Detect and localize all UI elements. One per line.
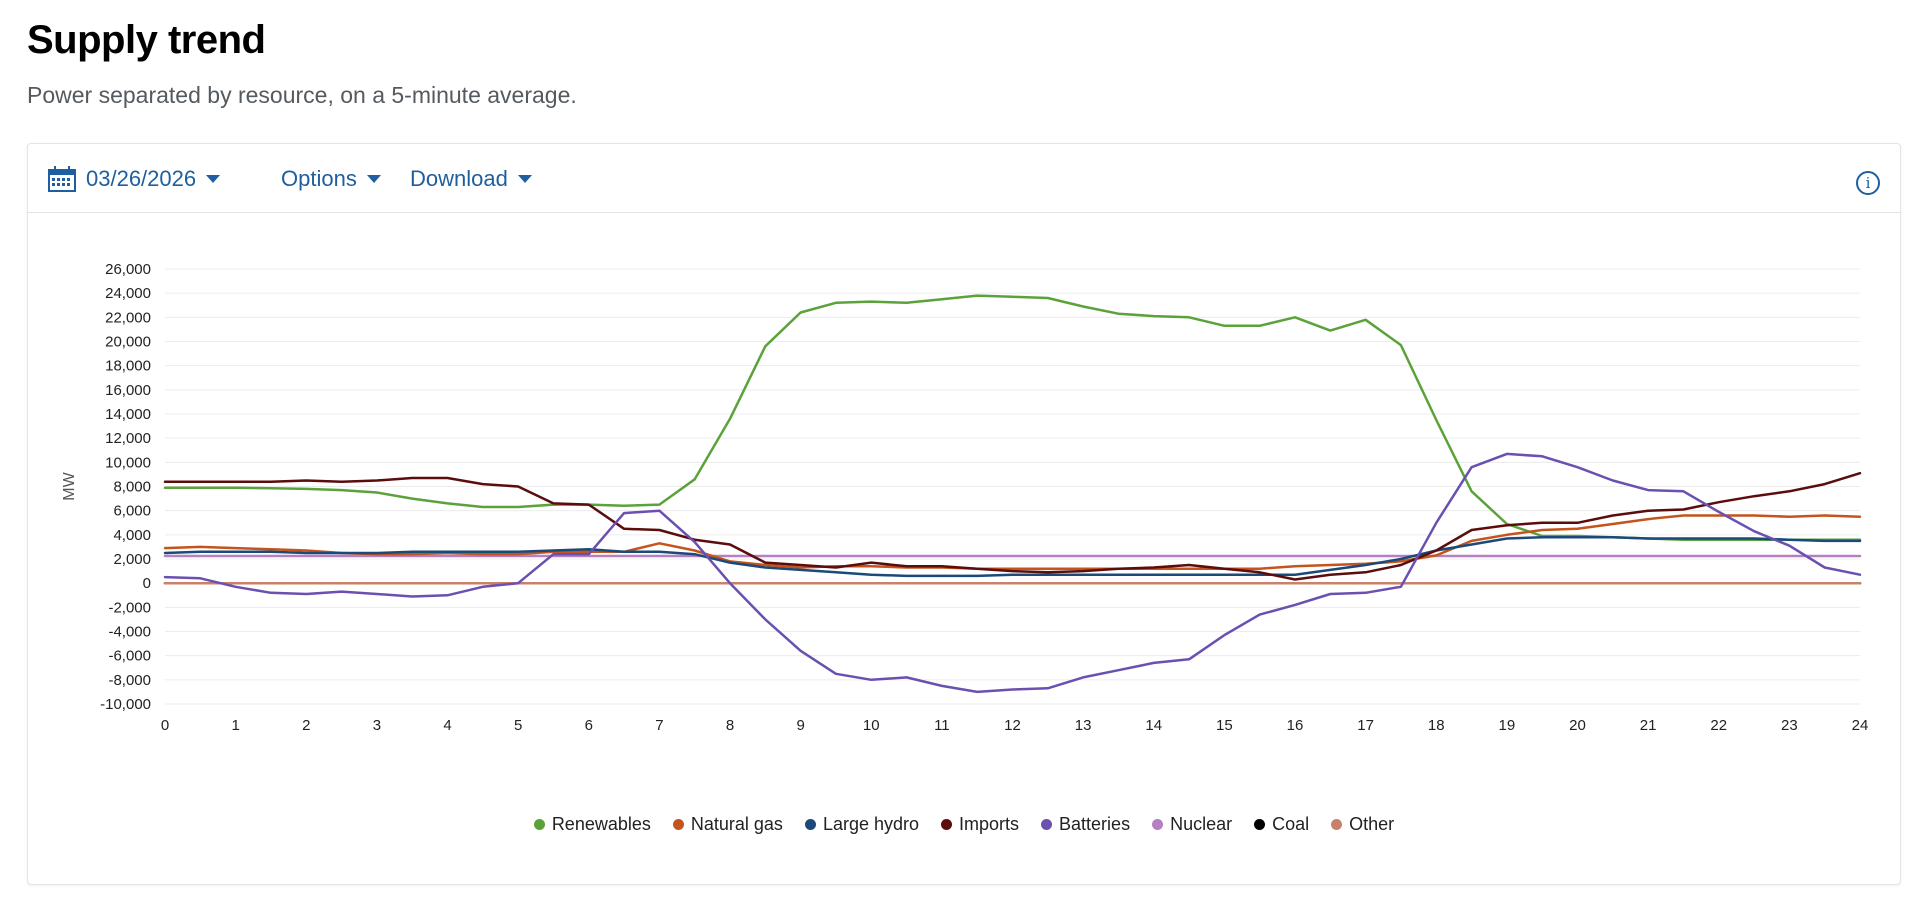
- chevron-down-icon: [366, 175, 381, 183]
- legend-item-imports[interactable]: Imports: [941, 814, 1019, 835]
- x-tick-label: 15: [1216, 717, 1233, 734]
- chevron-down-icon: [206, 175, 221, 183]
- x-tick-label: 10: [863, 717, 880, 734]
- series-line-renewables: [163, 294, 1862, 541]
- y-tick-label: 6,000: [113, 503, 151, 520]
- x-tick-label: 12: [1004, 717, 1021, 734]
- options-label: Options: [281, 166, 357, 191]
- legend-label: Natural gas: [690, 814, 783, 834]
- y-tick-label: 16,000: [105, 382, 151, 399]
- x-tick-label: 18: [1428, 717, 1445, 734]
- y-tick-label: -4,000: [108, 624, 151, 641]
- legend-label: Imports: [959, 814, 1020, 834]
- legend-item-other[interactable]: Other: [1331, 814, 1394, 835]
- y-axis-label: MW: [61, 471, 78, 500]
- x-tick-label: 16: [1287, 717, 1304, 734]
- legend-item-nuclear[interactable]: Nuclear: [1152, 814, 1232, 835]
- y-tick-label: 26,000: [105, 261, 151, 278]
- legend-marker: [533, 819, 545, 830]
- legend-marker: [1041, 819, 1053, 830]
- date-value: 03/26/2026: [86, 166, 197, 191]
- x-tick-label: 3: [373, 717, 381, 734]
- legend-label: Renewables: [551, 814, 651, 834]
- legend-item-large-hydro[interactable]: Large hydro: [804, 814, 920, 835]
- y-tick-label: 24,000: [105, 285, 151, 302]
- page-subtitle: Power separated by resource, on a 5-minu…: [27, 82, 577, 108]
- x-tick-label: 6: [585, 717, 593, 734]
- x-tick-label: 17: [1357, 717, 1374, 734]
- x-tick-label: 2: [302, 717, 310, 734]
- x-tick-label: 23: [1781, 717, 1798, 734]
- y-tick-label: 4,000: [113, 527, 151, 544]
- y-tick-label: 2,000: [113, 551, 151, 568]
- legend-label: Nuclear: [1170, 814, 1233, 834]
- series-line-batteries: [163, 452, 1862, 694]
- chart-toolbar: 03/26/2026 Options Download i: [28, 144, 1900, 213]
- y-tick-label: -10,000: [100, 696, 151, 713]
- chart-legend: Renewables Natural gas Large hydro Imports B…: [28, 814, 1900, 835]
- x-tick-label: 22: [1710, 717, 1727, 734]
- series-line-natural-gas: [163, 514, 1862, 570]
- x-tick-label: 0: [161, 717, 169, 734]
- legend-marker: [1254, 819, 1266, 830]
- x-tick-label: 11: [934, 717, 950, 734]
- legend-item-natural-gas[interactable]: Natural gas: [672, 814, 783, 835]
- download-dropdown[interactable]: Download: [410, 164, 532, 194]
- date-picker[interactable]: 03/26/2026: [48, 164, 221, 194]
- x-tick-label: 13: [1075, 717, 1092, 734]
- y-tick-label: 8,000: [113, 479, 151, 496]
- y-tick-label: -2,000: [108, 599, 151, 616]
- y-tick-label: -6,000: [108, 648, 151, 665]
- x-tick-label: 8: [726, 717, 734, 734]
- x-tick-label: 1: [231, 717, 239, 734]
- x-tick-label: 21: [1640, 717, 1657, 734]
- x-tick-label: 7: [655, 717, 663, 734]
- x-tick-label: 19: [1499, 717, 1516, 734]
- legend-item-batteries[interactable]: Batteries: [1041, 814, 1130, 835]
- download-label: Download: [410, 166, 508, 191]
- y-tick-label: -8,000: [108, 672, 151, 689]
- info-icon[interactable]: i: [1856, 171, 1880, 195]
- series-line-large-hydro: [163, 536, 1862, 578]
- supply-trend-card: 03/26/2026 Options Download i -10,000 -8,…: [27, 143, 1901, 885]
- y-tick-label: 18,000: [105, 358, 151, 375]
- legend-marker: [941, 819, 953, 830]
- legend-label: Other: [1349, 814, 1395, 834]
- legend-marker: [672, 819, 684, 830]
- legend-marker: [804, 819, 816, 830]
- supply-trend-chart: -10,000 -8,000 -6,000 -4,000 -2,000 0 2,000 4,0…: [61, 261, 1869, 734]
- x-tick-label: 14: [1145, 717, 1162, 734]
- y-tick-label: 12,000: [105, 430, 151, 447]
- legend-label: Batteries: [1059, 814, 1131, 834]
- y-tick-label: 10,000: [105, 454, 151, 471]
- series-line-imports: [163, 471, 1862, 581]
- y-tick-label: 0: [143, 575, 151, 592]
- legend-label: Large hydro: [822, 814, 920, 834]
- x-tick-label: 24: [1852, 717, 1869, 734]
- legend-item-renewables[interactable]: Renewables: [533, 814, 651, 835]
- x-tick-label: 20: [1569, 717, 1586, 734]
- page-title: Supply trend: [27, 18, 266, 62]
- x-tick-label: 5: [514, 717, 522, 734]
- y-tick-label: 14,000: [105, 406, 151, 423]
- legend-label: Coal: [1272, 814, 1310, 834]
- legend-item-coal[interactable]: Coal: [1254, 814, 1309, 835]
- chevron-down-icon: [517, 175, 532, 183]
- calendar-icon: [48, 166, 76, 192]
- x-tick-label: 4: [443, 717, 451, 734]
- y-tick-label: 20,000: [105, 334, 151, 351]
- legend-marker: [1331, 819, 1343, 830]
- options-dropdown[interactable]: Options: [281, 164, 381, 194]
- legend-marker: [1152, 819, 1164, 830]
- y-tick-label: 22,000: [105, 309, 151, 326]
- x-tick-label: 9: [796, 717, 804, 734]
